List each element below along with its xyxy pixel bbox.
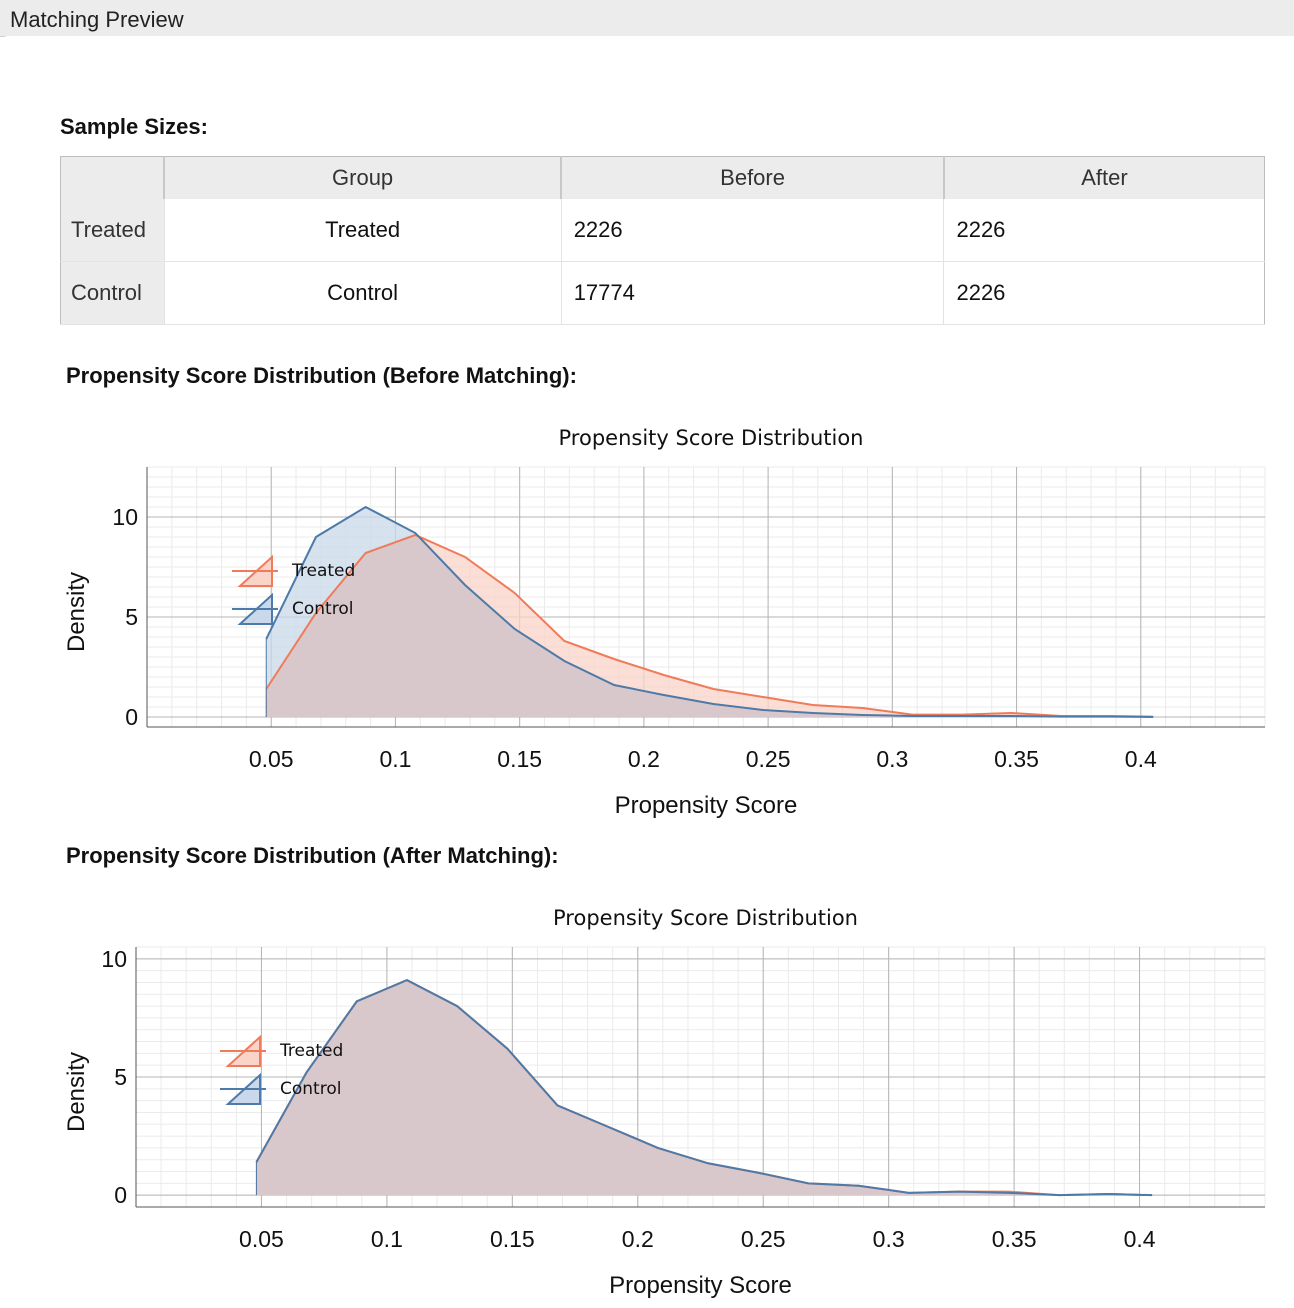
sample-sizes-title: Sample Sizes: (60, 114, 208, 139)
y-tick-label: 5 (114, 1064, 127, 1090)
chart-title: Propensity Score Distribution (553, 906, 858, 930)
x-tick-label: 0.15 (497, 746, 542, 772)
column-header-after[interactable]: After (942, 156, 1265, 199)
series-line-control (265, 505, 1154, 718)
cell-after: 2226 (943, 199, 1265, 262)
series-line-control (255, 978, 1153, 1197)
cell-before: 2226 (560, 199, 944, 262)
title-bar: Matching Preview (0, 0, 1294, 37)
after-matching-title: Propensity Score Distribution (After Mat… (66, 843, 559, 868)
x-tick-label: 0.15 (490, 1226, 535, 1252)
before-matching-chart-svg: 0.05 0.1 0.15 0.2 0.25 0.3 0.35 0.4 0 5 10 Propensi… (63, 426, 1266, 819)
cell-after: 2226 (943, 261, 1265, 325)
before-matching-chart: 0.05 0.1 0.15 0.2 0.25 0.3 0.35 0.4 0 5 10 Propensi… (0, 420, 1294, 820)
control-swatch-icon (232, 592, 278, 625)
legend-label-treated: Treated (280, 1041, 344, 1061)
before-matching-title: Propensity Score Distribution (Before Ma… (66, 363, 577, 388)
row-header: Treated (60, 199, 164, 262)
x-tick-label: 0.4 (1124, 1226, 1156, 1252)
area-overlap (256, 980, 1153, 1196)
x-axis-label: Propensity Score (609, 1272, 792, 1299)
legend-item-control[interactable]: Control (232, 590, 355, 628)
x-tick-label: 0.35 (992, 1226, 1037, 1252)
treated-swatch-icon (220, 1034, 266, 1067)
x-tick-label: 0.05 (239, 1226, 284, 1252)
y-axis-label: Density (63, 572, 90, 652)
after-chart-legend: Treated Control (220, 1032, 343, 1108)
control-swatch-icon (220, 1072, 266, 1105)
legend-label-treated: Treated (292, 561, 356, 581)
chart-title: Propensity Score Distribution (559, 426, 864, 450)
x-tick-label: 0.25 (741, 1226, 786, 1252)
cell-before: 17774 (560, 261, 944, 325)
x-tick-label: 0.2 (622, 1226, 654, 1252)
row-header: Control (60, 261, 164, 325)
table-row[interactable]: Treated Treated 2226 2226 (60, 199, 1265, 262)
y-tick-label: 0 (125, 704, 138, 730)
after-matching-chart: 0.05 0.1 0.15 0.2 0.25 0.3 0.35 0.4 0 5 10 Propensi… (0, 900, 1294, 1300)
y-tick-label: 5 (125, 604, 138, 630)
cell-group: Control (163, 261, 562, 325)
legend-label-control: Control (280, 1079, 342, 1099)
x-tick-label: 0.05 (249, 746, 294, 772)
table-header-row: Group Before After (60, 156, 1265, 199)
cell-group: Treated (163, 199, 562, 262)
x-tick-label: 0.3 (873, 1226, 905, 1252)
column-header-group[interactable]: Group (162, 156, 562, 199)
table-corner (60, 156, 164, 199)
after-matching-chart-svg: 0.05 0.1 0.15 0.2 0.25 0.3 0.35 0.4 0 5 10 Propensi… (63, 906, 1266, 1299)
sample-sizes-table: Group Before After Treated Treated 2226 … (60, 156, 1265, 325)
x-tick-label: 0.4 (1125, 746, 1157, 772)
window-title: Matching Preview (10, 7, 184, 32)
legend-label-control: Control (292, 599, 354, 619)
before-chart-legend: Treated Control (232, 552, 355, 628)
x-tick-label: 0.35 (994, 746, 1039, 772)
x-tick-label: 0.1 (379, 746, 411, 772)
x-tick-label: 0.1 (371, 1226, 403, 1252)
x-tick-label: 0.25 (746, 746, 791, 772)
x-tick-label: 0.3 (876, 746, 908, 772)
table-row[interactable]: Control Control 17774 2226 (60, 261, 1265, 325)
treated-swatch-icon (232, 554, 278, 587)
legend-item-treated[interactable]: Treated (232, 552, 355, 590)
y-tick-label: 10 (101, 946, 127, 972)
area-overlap (266, 535, 1154, 717)
legend-item-control[interactable]: Control (220, 1070, 343, 1108)
series-line-treated (265, 533, 1154, 718)
legend-item-treated[interactable]: Treated (220, 1032, 343, 1070)
y-tick-label: 0 (114, 1182, 127, 1208)
x-tick-label: 0.2 (628, 746, 660, 772)
x-axis-label: Propensity Score (615, 792, 798, 819)
column-header-before[interactable]: Before (560, 156, 944, 199)
y-tick-label: 10 (112, 504, 138, 530)
y-axis-label: Density (63, 1052, 90, 1132)
